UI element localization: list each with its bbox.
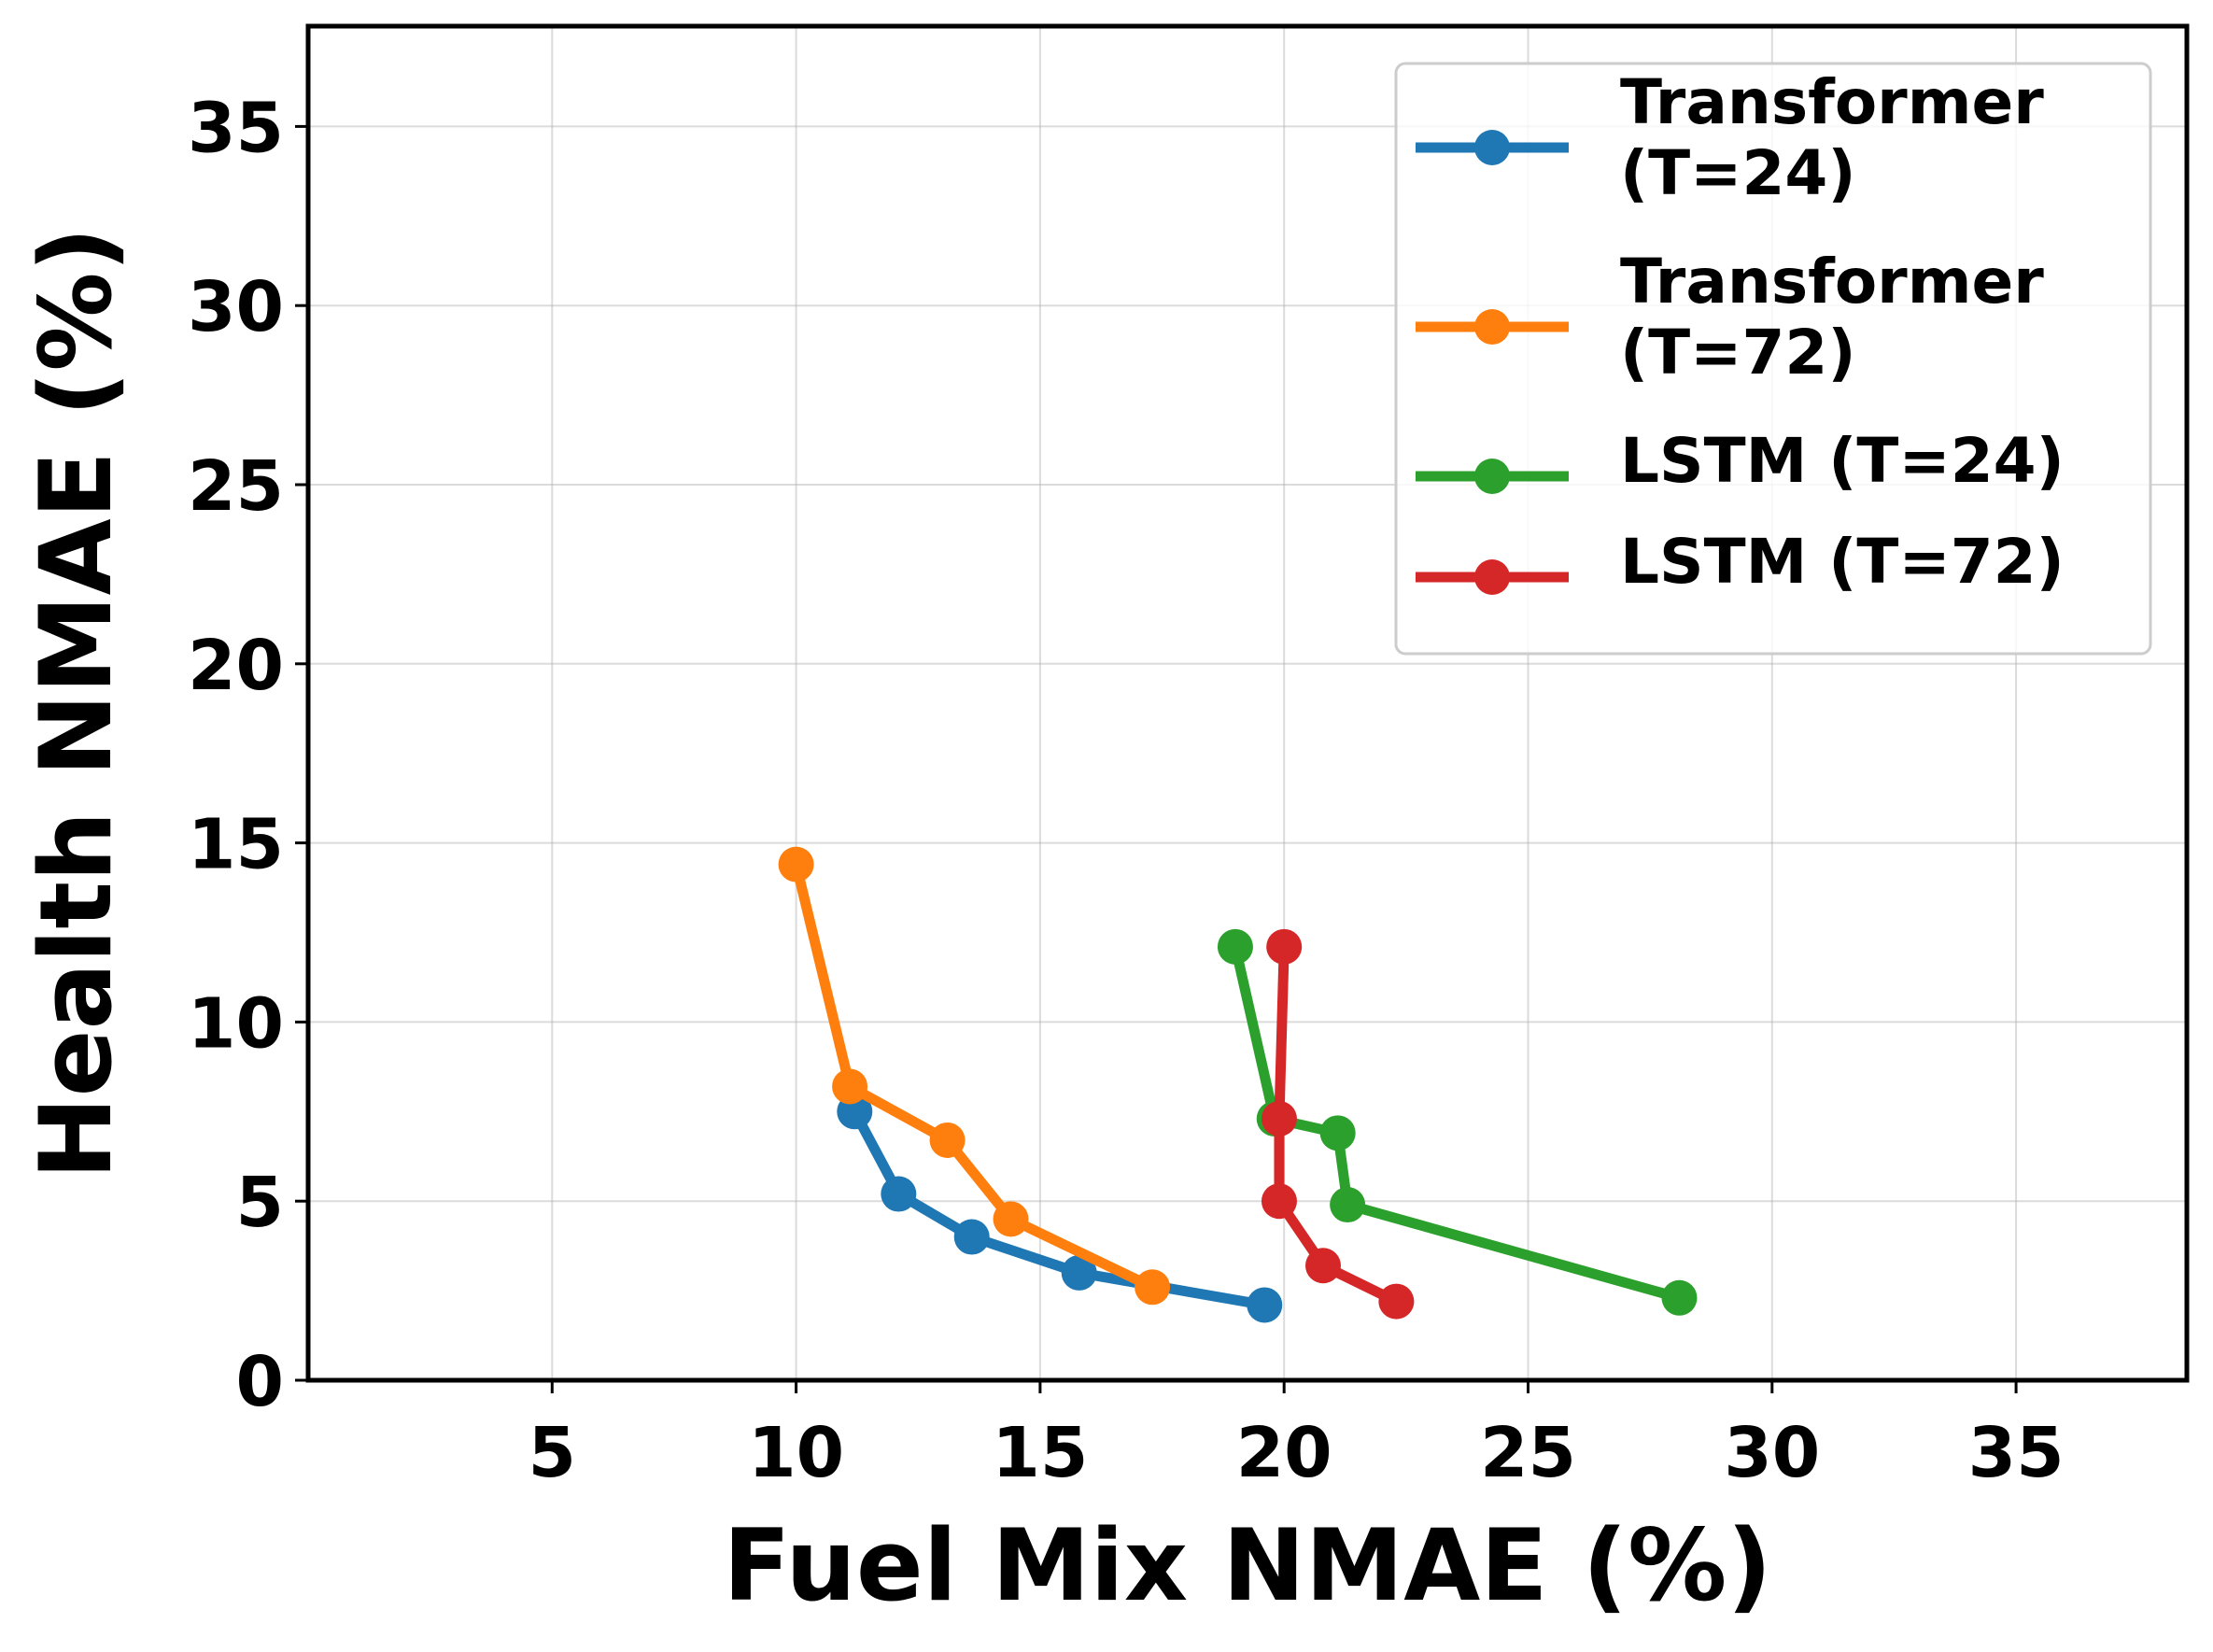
legend-entry: Transformer (T=24) bbox=[1416, 66, 2044, 209]
data-point bbox=[1135, 1269, 1171, 1306]
legend-entry: LSTM (T=72) bbox=[1416, 526, 2065, 598]
y-tick-label: 30 bbox=[188, 267, 284, 347]
data-point bbox=[953, 1219, 990, 1255]
legend-handle-marker bbox=[1474, 130, 1510, 165]
x-tick-label: 20 bbox=[1236, 1413, 1332, 1493]
x-tick-label: 5 bbox=[529, 1413, 577, 1493]
data-point bbox=[1305, 1248, 1342, 1284]
legend-label-line: (T=72) bbox=[1620, 317, 1856, 388]
legend-label: LSTM (T=72) bbox=[1620, 526, 2065, 598]
data-point bbox=[1261, 1100, 1297, 1137]
data-point bbox=[1330, 1187, 1366, 1223]
plot-frame bbox=[305, 23, 2190, 1383]
legend-label-line: Transformer bbox=[1620, 66, 2044, 138]
data-point bbox=[832, 1068, 868, 1105]
data-point bbox=[1319, 1115, 1356, 1151]
legend-label: Transformer (T=72) bbox=[1620, 246, 2044, 388]
series-lstm-t-72 bbox=[1261, 928, 1415, 1320]
y-tick-label: 15 bbox=[188, 805, 284, 885]
legend-entry: LSTM (T=24) bbox=[1416, 425, 2065, 497]
y-tick-label: 10 bbox=[188, 983, 284, 1064]
y-tick-label: 25 bbox=[188, 446, 284, 527]
data-point bbox=[1261, 1183, 1297, 1220]
legend-handle-marker bbox=[1474, 459, 1510, 494]
x-tick-label: 25 bbox=[1480, 1413, 1576, 1493]
x-tick-label: 10 bbox=[748, 1413, 844, 1493]
data-point bbox=[1061, 1254, 1097, 1291]
y-tick-label: 5 bbox=[236, 1163, 285, 1243]
y-tick-label: 0 bbox=[236, 1342, 285, 1422]
data-point bbox=[778, 846, 814, 882]
legend: Transformer (T=24)Transformer (T=72)LSTM (… bbox=[1394, 62, 2152, 656]
legend-label-line: Transformer bbox=[1620, 246, 2044, 318]
y-tick-label: 20 bbox=[188, 626, 284, 706]
x-tick-label: 15 bbox=[992, 1413, 1088, 1493]
x-axis-label: Fuel Mix NMAE (%) bbox=[723, 1508, 1771, 1623]
x-tick-label: 35 bbox=[1968, 1413, 2065, 1493]
legend-box bbox=[1394, 62, 2152, 656]
legend-label-line: LSTM (T=24) bbox=[1620, 425, 2065, 497]
legend-label-line: LSTM (T=72) bbox=[1620, 526, 2065, 598]
data-point bbox=[1266, 928, 1303, 965]
x-tick-label: 30 bbox=[1724, 1413, 1820, 1493]
series-layer bbox=[778, 846, 1698, 1323]
legend-label: Transformer (T=24) bbox=[1620, 66, 2044, 209]
data-point bbox=[993, 1201, 1029, 1237]
ticks: 5 10 15 20 25 30 35 0 5 10 15 20 25 30 35 bbox=[188, 88, 2065, 1493]
legend-label: LSTM (T=24) bbox=[1620, 425, 2065, 497]
data-point bbox=[1247, 1287, 1283, 1323]
legend-entry: Transformer (T=72) bbox=[1416, 246, 2044, 388]
legend-handle-marker bbox=[1474, 559, 1510, 595]
data-point bbox=[1378, 1283, 1415, 1320]
data-point bbox=[1217, 928, 1253, 965]
legend-handle-marker bbox=[1474, 309, 1510, 345]
data-point bbox=[1661, 1279, 1698, 1316]
series-transformer-t-72 bbox=[778, 846, 1171, 1306]
data-point bbox=[929, 1122, 966, 1158]
y-tick-label: 35 bbox=[188, 88, 284, 168]
legend-label-line: (T=24) bbox=[1620, 137, 1856, 209]
y-axis-label: Health NMAE (%) bbox=[19, 227, 134, 1179]
data-point bbox=[881, 1176, 917, 1212]
